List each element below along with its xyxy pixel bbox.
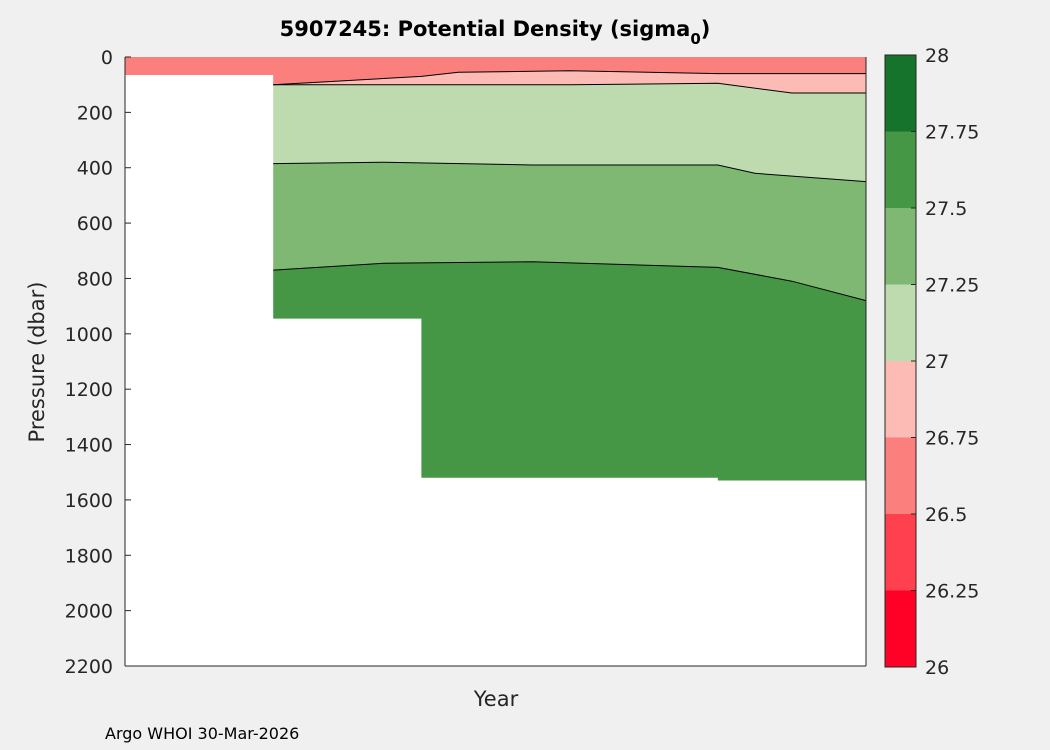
colorbar-tick-label: 26.5 [925, 504, 967, 526]
contour-line [273, 161, 867, 183]
y-tick-label: 0 [101, 47, 113, 69]
colorbar: 26 26.25 26.5 26.75 27 27.25 27.5 27.75 28 [884, 45, 979, 679]
y-tick-label: 2000 [65, 601, 113, 623]
title-subscript: 0 [690, 30, 700, 48]
colorbar-tick-label: 27.75 [925, 122, 979, 144]
colorbar-segment [885, 284, 916, 361]
density-band-26.5-26.75 [125, 57, 866, 85]
colorbar-tick-label: 27.5 [925, 198, 967, 220]
colorbar-tick-label: 27 [925, 351, 949, 373]
y-tick-label: 1200 [65, 379, 113, 401]
colorbar-segment [885, 131, 916, 208]
contour-line [273, 82, 866, 94]
density-band-27.5-27.75 [273, 261, 866, 481]
y-tick-label: 1000 [65, 324, 113, 346]
plot-area: 0 200 400 600 800 1000 1200 1400 1600 1800 2000 220… [65, 47, 867, 678]
title-main: 5907245: Potential Density (sigma [280, 17, 691, 41]
density-band-26.75-27 [273, 70, 866, 93]
contour-line [273, 261, 867, 302]
title-close: ) [701, 17, 711, 41]
y-tick-label: 1400 [65, 435, 113, 457]
y-tick-label: 800 [77, 268, 113, 290]
y-tick-label: 200 [77, 102, 113, 124]
colorbar-segment [885, 590, 916, 667]
colorbar-segment [885, 55, 916, 132]
colorbar-segment [885, 437, 916, 514]
y-axis-label: Pressure (dbar) [25, 282, 49, 443]
y-tick-label: 600 [77, 213, 113, 235]
x-axis-label: Year [473, 687, 519, 711]
colorbar-tick-label: 26.75 [925, 428, 979, 450]
y-tick-label: 1600 [65, 490, 113, 512]
colorbar-tick-label: 26 [925, 657, 949, 679]
colorbar-tick-label: 27.25 [925, 275, 979, 297]
contour-line [273, 70, 866, 86]
colorbar-tick-label: 28 [925, 45, 949, 67]
footer-credit: Argo WHOI 30-Mar-2026 [105, 724, 300, 743]
density-band-27.25-27.5 [273, 162, 866, 301]
chart-title: 5907245: Potential Density (sigma0) [280, 17, 711, 48]
colorbar-segment [885, 208, 916, 285]
density-band-27-27.25 [273, 83, 866, 182]
y-tick-label: 1800 [65, 545, 113, 567]
colorbar-tick-label: 26.25 [925, 581, 979, 603]
y-tick-label: 400 [77, 158, 113, 180]
colorbar-segment [885, 514, 916, 591]
y-tick-label: 2200 [65, 656, 113, 678]
colorbar-segment [885, 361, 916, 438]
